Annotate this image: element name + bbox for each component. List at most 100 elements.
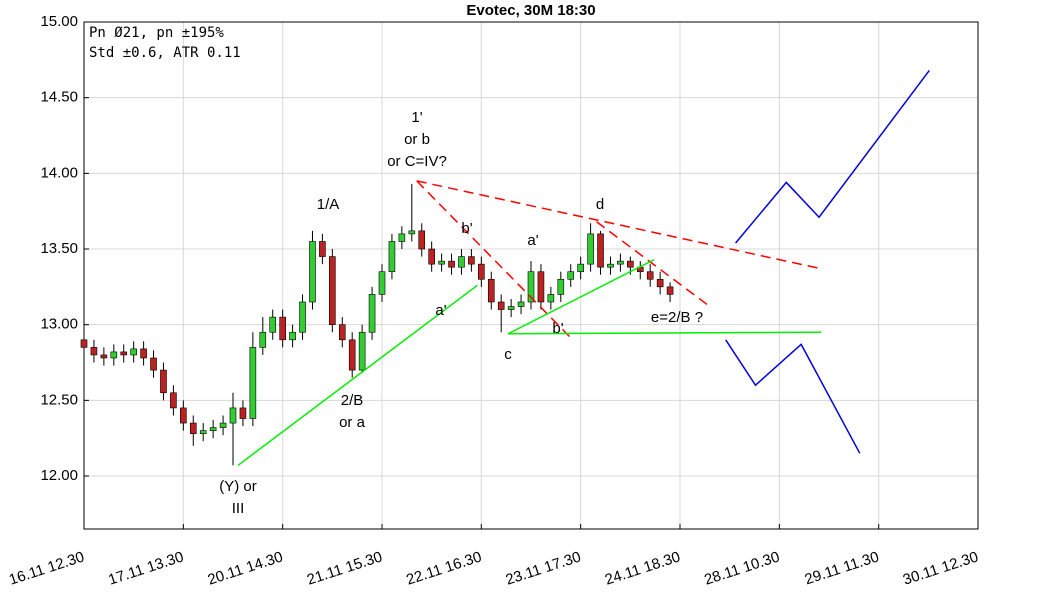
candle-body [329,256,336,325]
candle-body [577,263,584,273]
candle-body [587,233,594,265]
candle-body [656,278,664,288]
candle-body [209,427,217,431]
trend-line [725,339,861,454]
candle-body [398,233,406,242]
x-tick-label: 30.11 12.30 [901,548,981,588]
annotation: (Y) or [219,478,257,495]
y-tick-label: 15.00 [40,13,78,30]
trend-line [237,284,478,467]
annotation: a' [435,302,446,319]
annotation: or C=IV? [387,153,447,170]
candle-body [478,263,485,280]
candle-body [438,260,445,265]
candle-body [646,271,654,280]
candle-body [408,230,416,235]
candle-body [368,294,376,333]
annotation: d [596,196,604,213]
candle-body [428,248,435,265]
candle-body [160,369,167,394]
candle-body [180,407,187,424]
candle-body [170,392,177,409]
candle-body [358,331,366,371]
candle-body [418,230,426,250]
candle-body [468,256,475,265]
x-tick-label: 21.11 15.30 [305,548,385,588]
annotation: 2/B [341,392,364,409]
candle-body [140,348,147,359]
candle-body [269,316,277,333]
x-tick-label: 22.11 16.30 [404,548,484,588]
candle-body [348,339,356,371]
candle-body [338,324,346,341]
trend-line [508,331,822,335]
candle-body [120,351,128,356]
chart-title: Evotec, 30M 18:30 [466,2,595,19]
candle-body [319,241,326,257]
annotation: e=2/B ? [651,309,703,326]
x-tick-label: 24.11 18.30 [603,548,683,588]
candle-body [487,278,495,303]
x-tick-label: 16.11 12.30 [7,548,87,588]
x-tick-label: 28.11 10.30 [702,548,782,588]
candle-body [458,256,465,268]
candle-body [567,271,575,280]
candle-body [199,430,207,434]
annotation: b' [552,320,563,337]
trend-line [416,180,571,338]
candle-body [90,347,98,356]
annotation: c [504,346,512,363]
annotation: III [232,500,245,517]
candle-body [100,354,108,359]
candle-body [607,263,614,268]
annotation: or b [404,131,430,148]
candle-body [666,286,674,295]
candle-body [80,339,88,348]
x-tick-label: 17.11 13.30 [106,548,186,588]
y-tick-label: 13.50 [40,240,78,257]
x-tick-label: 20.11 14.30 [206,548,286,588]
candle-body [378,271,386,295]
candle-body [279,316,286,341]
candle-body [219,422,227,428]
annotation: or a [339,414,366,431]
candle-body [627,260,634,268]
y-tick-label: 12.00 [40,467,78,484]
candle-body [388,241,396,273]
y-tick-label: 12.50 [40,391,78,408]
annotation: b' [461,220,472,237]
candle-body [537,271,545,303]
candle-body [259,331,267,348]
candle-body [507,306,515,310]
candle-body [249,347,257,419]
candle-body [517,301,525,307]
candle-body [547,294,555,303]
y-tick-label: 14.00 [40,164,78,181]
candle-body [617,260,624,265]
annotation: a' [527,232,538,249]
candle-body [299,301,306,333]
x-tick-label: 29.11 11.30 [803,548,881,588]
candle-body [289,331,296,341]
candle-body [527,271,535,303]
y-tick-label: 14.50 [40,89,78,106]
annotation: 1' [411,109,422,126]
candle-body [309,241,316,303]
trend-line [596,221,709,306]
candle-body [557,278,565,295]
candle-body [597,233,604,268]
info-text: Std ±0.6, ATR 0.11 [89,45,241,61]
candle-body [189,422,197,434]
annotation: 1/A [317,196,340,213]
plot-frame [83,21,979,530]
candle-body [229,407,237,424]
x-tick-label: 23.11 17.30 [504,548,584,588]
candle-body [150,357,157,371]
candle-body [448,260,455,268]
info-text: Pn Ø21, pn ±195% [89,25,224,41]
candle-body [497,301,505,310]
y-tick-label: 13.00 [40,316,78,333]
trend-line [507,258,655,335]
candle-body [130,348,137,356]
